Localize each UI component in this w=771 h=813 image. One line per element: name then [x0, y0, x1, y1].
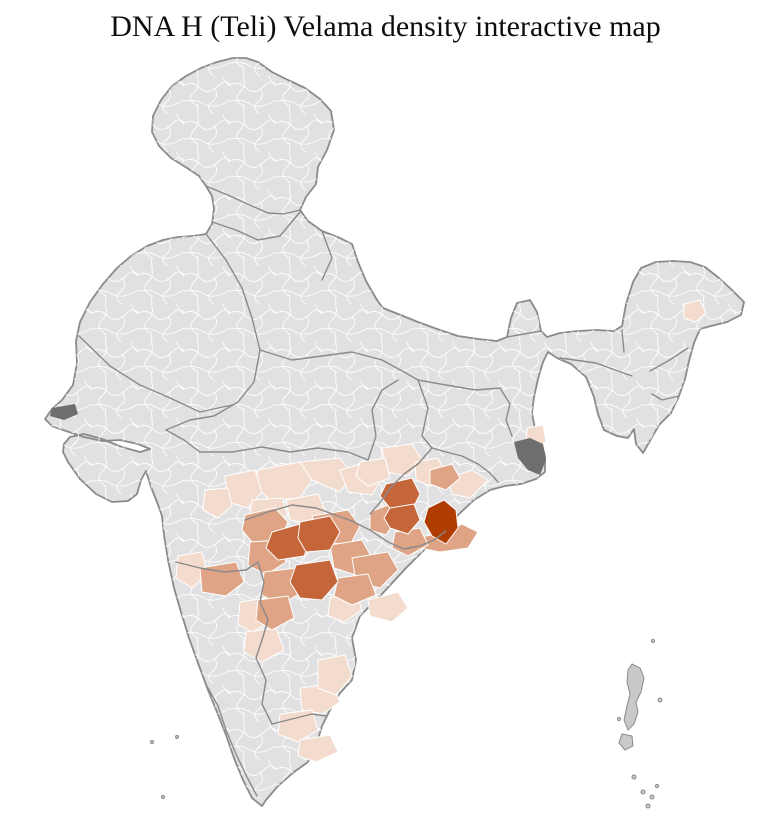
district-level2: [333, 573, 377, 606]
district-level3: [289, 559, 339, 601]
district-level1: [202, 487, 233, 519]
district-level2: [429, 463, 461, 491]
sundarbans-area: [514, 438, 546, 475]
district-level2: [255, 595, 295, 631]
lakshadweep-islands[interactable]: [150, 735, 179, 799]
district-level3: [297, 515, 341, 553]
district-level3: [383, 503, 421, 535]
andaman-nicobar-islands[interactable]: [616, 638, 663, 809]
district-level1: [277, 709, 319, 743]
state-borders: [78, 185, 689, 797]
density-districts-level4[interactable]: [423, 499, 459, 545]
district-level1: [683, 299, 707, 323]
district-level2: [391, 527, 429, 557]
district-level1: [175, 551, 209, 589]
kutch-marsh-patch: [50, 404, 78, 420]
map-title: DNA H (Teli) Velama density interactive …: [110, 10, 661, 43]
district-level1: [297, 734, 339, 763]
district-level1: [367, 591, 409, 623]
district-level1: [355, 457, 391, 487]
density-districts-level1[interactable]: [175, 299, 707, 763]
density-districts-level3[interactable]: [265, 477, 421, 601]
district-level4: [423, 499, 459, 545]
district-level1: [317, 654, 353, 696]
